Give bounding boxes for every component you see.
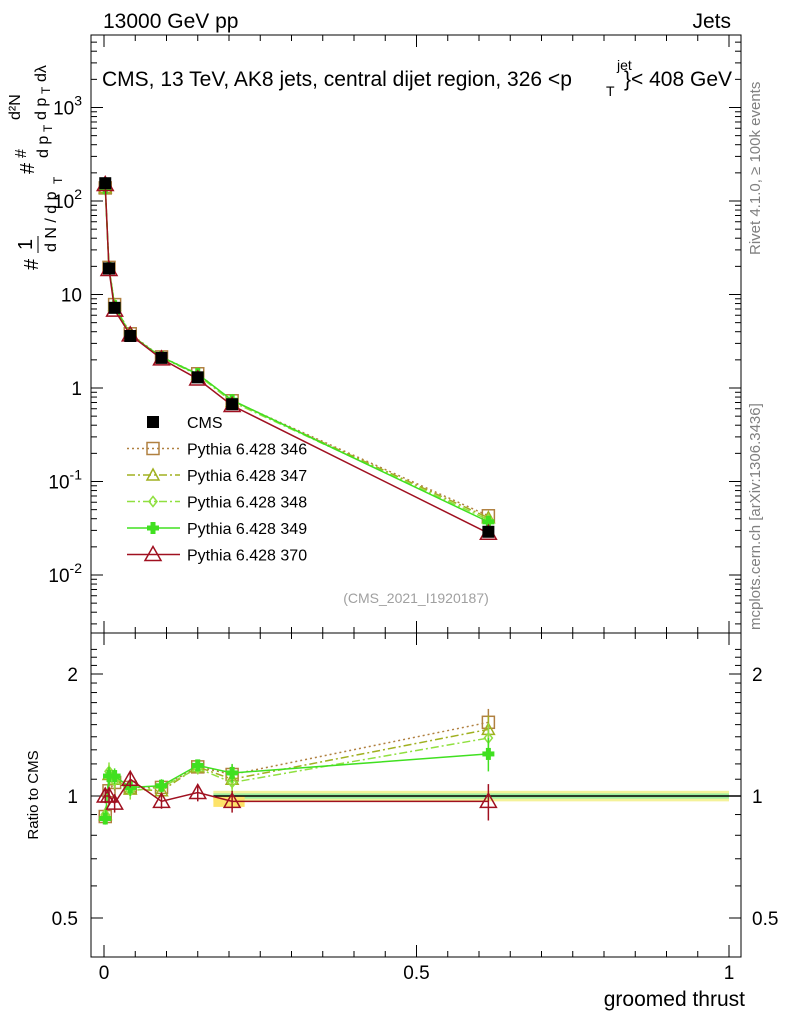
svg-text:d p: d p bbox=[35, 136, 52, 158]
ratio-marker bbox=[227, 776, 238, 789]
marker-part bbox=[226, 770, 239, 776]
svg-text:T: T bbox=[41, 124, 55, 132]
ratio-marker bbox=[152, 791, 171, 809]
main-plot-frame bbox=[90, 34, 742, 634]
ratio-marker bbox=[99, 786, 119, 803]
legend-label: Pythia 6.428 348 bbox=[187, 495, 307, 512]
ratio-band-lowbin bbox=[213, 796, 245, 807]
plot-title-sup: jet bbox=[616, 57, 632, 73]
legend-marker bbox=[148, 495, 158, 508]
ratio-line bbox=[104, 721, 489, 817]
ratio-marker bbox=[482, 747, 495, 760]
ratio-y-label: Ratio to CMS bbox=[25, 750, 42, 839]
svg-text:d p: d p bbox=[33, 98, 50, 120]
svg-text:1: 1 bbox=[15, 239, 37, 250]
y-tick-label-1: 1 bbox=[71, 379, 82, 400]
marker-part bbox=[108, 773, 121, 779]
plot-title-sub: T bbox=[606, 83, 615, 99]
legend-label: Pythia 6.428 346 bbox=[187, 442, 307, 459]
marker-part bbox=[99, 815, 112, 821]
ratio-tick-label-right: 1 bbox=[752, 787, 763, 808]
legend-label: Pythia 6.428 347 bbox=[187, 468, 307, 485]
svg-text:#: # bbox=[21, 258, 43, 270]
ratio-marker bbox=[155, 779, 168, 792]
ratio-marker bbox=[99, 812, 112, 825]
x-axis-label: groomed thrust bbox=[604, 988, 745, 1011]
ratio-tick-label: 2 bbox=[67, 665, 78, 686]
marker-part bbox=[482, 751, 495, 757]
y-tick-label-1e-1: 10-1 bbox=[48, 467, 82, 494]
legend-marker bbox=[147, 416, 159, 428]
legend-marker bbox=[143, 544, 163, 562]
series-cms bbox=[99, 177, 495, 538]
svg-text:T: T bbox=[39, 86, 53, 94]
cms-marker bbox=[155, 351, 168, 364]
ratio-tick-label: 0.5 bbox=[52, 909, 78, 930]
ratio-marker bbox=[191, 759, 204, 772]
legend-item: CMS bbox=[147, 415, 223, 432]
jets-label: Jets bbox=[692, 10, 731, 33]
y-tick-label-10: 10 bbox=[61, 286, 82, 307]
legend-label: Pythia 6.428 370 bbox=[187, 548, 307, 565]
ratio-marker bbox=[105, 793, 124, 810]
ratio-line bbox=[104, 737, 489, 815]
ratio-tick-label-right: 2 bbox=[752, 665, 763, 686]
ratio-band bbox=[213, 790, 741, 807]
marker-part bbox=[482, 519, 495, 525]
series-marker bbox=[482, 515, 495, 528]
ratio-marker bbox=[109, 774, 120, 788]
ratio-marker bbox=[479, 791, 498, 809]
legend-item: Pythia 6.428 346 bbox=[127, 442, 307, 459]
x-tick-label: 0.5 bbox=[403, 963, 429, 984]
y-axis-label: # 1 d N / d p T # # d p T d²N d p T dλ bbox=[7, 65, 65, 270]
energy-label: 13000 GeV pp bbox=[103, 10, 238, 33]
ratio-marker bbox=[226, 766, 239, 779]
legend: CMS Pythia 6.428 346 Pythia 6.428 347 Pythi… bbox=[127, 415, 307, 565]
legend-marker bbox=[146, 441, 160, 456]
plot-title-end: }< 408 GeV bbox=[624, 68, 732, 91]
cms-marker bbox=[191, 371, 204, 384]
cms-marker bbox=[482, 525, 495, 538]
svg-text:#: # bbox=[17, 162, 39, 174]
ratio-tick-label-right: 0.5 bbox=[752, 909, 778, 930]
cms-marker bbox=[124, 329, 137, 342]
marker-part bbox=[147, 525, 159, 531]
ratio-marker bbox=[188, 783, 208, 800]
cms-marker bbox=[99, 177, 112, 190]
ratio-marker bbox=[108, 770, 121, 783]
axes-group: 0 0.5 1 10-2 10-1 1 10 102 103 0.5 0.5 1 1 2 2 bbox=[48, 35, 778, 984]
analysis-id: (CMS_2021_I1920187) bbox=[343, 590, 489, 606]
legend-item: Pythia 6.428 347 bbox=[127, 467, 307, 485]
legend-item: Pythia 6.428 370 bbox=[127, 544, 307, 565]
ratio-marker bbox=[120, 769, 140, 786]
y-tick-label-1e2: 102 bbox=[53, 186, 82, 213]
rivet-label: Rivet 4.1.0, ≥ 100k events bbox=[747, 82, 764, 255]
svg-text:d N / d p: d N / d p bbox=[43, 191, 60, 252]
marker-part bbox=[155, 783, 168, 789]
ratio-tick-label: 1 bbox=[67, 787, 78, 808]
x-tick-label: 0 bbox=[99, 963, 110, 984]
y-tick-label-1e3: 103 bbox=[53, 93, 82, 120]
legend-label: CMS bbox=[187, 415, 223, 432]
plot-title: CMS, 13 TeV, AK8 jets, central dijet reg… bbox=[102, 68, 572, 91]
legend-item: Pythia 6.428 348 bbox=[127, 495, 307, 512]
svg-text:d²N: d²N bbox=[7, 94, 24, 120]
svg-text:dλ: dλ bbox=[33, 65, 50, 82]
y-tick-label-1e-2: 10-2 bbox=[48, 560, 82, 587]
series-group bbox=[95, 175, 498, 825]
legend-item: Pythia 6.428 349 bbox=[127, 521, 307, 538]
marker-part bbox=[191, 762, 204, 768]
legend-label: Pythia 6.428 349 bbox=[187, 521, 307, 538]
cms-marker bbox=[108, 301, 121, 314]
x-tick-label: 1 bbox=[724, 963, 735, 984]
legend-marker bbox=[147, 522, 159, 534]
svg-text:T: T bbox=[51, 176, 65, 184]
legend-marker bbox=[145, 467, 161, 481]
mcplots-label: mcplots.cern.ch [arXiv:1306.3436] bbox=[747, 403, 764, 630]
ratio-marker bbox=[222, 791, 242, 809]
cms-marker bbox=[103, 262, 115, 275]
svg-text:#: # bbox=[13, 149, 30, 158]
cms-marker bbox=[226, 398, 239, 411]
